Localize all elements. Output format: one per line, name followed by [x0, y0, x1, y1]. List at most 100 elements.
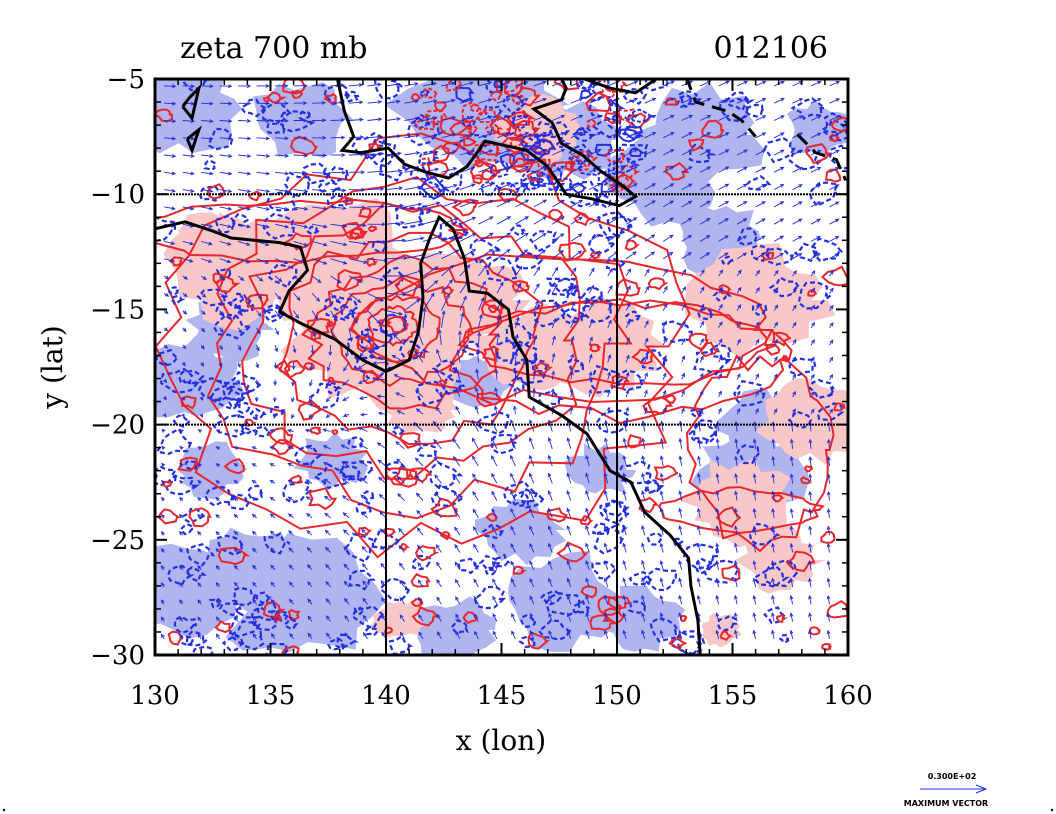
wind-vector-head	[755, 286, 760, 292]
wind-vector-head	[524, 216, 529, 220]
wind-vector	[644, 183, 656, 190]
wind-vector-head	[659, 437, 664, 443]
wind-vector	[679, 456, 683, 467]
wind-vector-head	[644, 372, 648, 377]
wind-vector-head	[510, 525, 515, 530]
wind-vector	[415, 390, 424, 398]
wind-vector-head	[291, 365, 296, 371]
wind-vector	[662, 338, 667, 346]
wind-vector	[588, 268, 595, 277]
wind-vector-head	[302, 83, 308, 88]
wind-vector	[414, 370, 424, 381]
wind-vector-head	[416, 509, 421, 515]
wind-vector	[288, 564, 294, 571]
wind-vector-head	[511, 612, 515, 618]
wind-vector	[567, 630, 572, 640]
wind-vector-head	[287, 445, 292, 450]
wind-vector-head	[733, 612, 738, 617]
wind-vector-head	[506, 166, 512, 170]
vortex-contour	[155, 132, 691, 559]
wind-vector-head	[197, 548, 202, 553]
wind-vector-head	[529, 542, 533, 548]
wind-vector-head	[560, 114, 566, 119]
wind-vector-head	[734, 438, 739, 443]
wind-vector	[312, 171, 327, 174]
wind-vector-head	[495, 350, 500, 356]
negative-contour	[592, 118, 622, 140]
wind-vector-head	[414, 457, 419, 462]
wind-vector-head	[415, 151, 421, 155]
wind-vector-head	[288, 564, 293, 569]
wind-vector	[274, 223, 289, 228]
wind-vector-head	[585, 559, 589, 565]
wind-vector	[607, 302, 612, 311]
wind-vector-head	[197, 616, 202, 621]
wind-vector-head	[810, 373, 815, 379]
positive-contour	[668, 636, 688, 651]
wind-vector-head	[488, 248, 494, 253]
wind-vector-head	[725, 149, 730, 154]
wind-vector	[422, 202, 440, 208]
wind-vector-head	[322, 188, 328, 193]
wind-vector	[661, 421, 664, 432]
wind-vector	[604, 508, 609, 519]
positive-contour	[287, 608, 301, 621]
wind-vector	[404, 270, 422, 277]
wind-vector	[510, 561, 516, 570]
wind-vector	[548, 526, 553, 536]
wind-vector	[533, 216, 547, 225]
negative-contour	[763, 137, 797, 164]
vector-legend-caption: MAXIMUM VECTOR	[904, 799, 988, 808]
wind-vector-head	[416, 298, 421, 303]
wind-vector-head	[183, 293, 188, 298]
wind-vector	[367, 327, 370, 343]
wind-vector	[293, 292, 301, 301]
negative-contour	[227, 493, 251, 511]
wind-vector	[548, 490, 553, 501]
wind-vector-head	[471, 216, 477, 221]
wind-vector-head	[603, 542, 608, 548]
y-tick-label: −10	[90, 180, 145, 210]
wind-vector	[570, 406, 573, 415]
wind-vector-head	[829, 304, 834, 310]
wind-vector	[323, 445, 331, 450]
wind-vector-head	[681, 355, 686, 360]
wind-vector-head	[700, 320, 705, 326]
negative-contour	[191, 645, 214, 655]
wind-vector	[343, 564, 350, 571]
wind-vector-head	[322, 171, 328, 175]
wind-vector-head	[682, 303, 686, 308]
wind-vector	[289, 581, 294, 588]
wind-vector-head	[160, 633, 165, 638]
cluster-contour	[585, 91, 613, 113]
wind-vector-head	[641, 542, 645, 547]
wind-vector	[396, 458, 405, 467]
negative-contour	[246, 484, 263, 501]
wind-vector	[219, 154, 232, 157]
wind-vector	[377, 395, 387, 398]
wind-vector-head	[415, 389, 420, 394]
wind-vector	[828, 457, 830, 467]
wind-vector-head	[662, 389, 667, 395]
negative-contour	[409, 166, 431, 181]
wind-vector-head	[179, 547, 184, 553]
negative-contour	[264, 642, 292, 655]
wind-vector	[681, 217, 692, 225]
positive-contour	[367, 225, 378, 233]
negative-contour	[572, 599, 590, 615]
positive-contour	[247, 190, 264, 202]
wind-vector-head	[220, 293, 225, 299]
wind-vector-head	[161, 479, 166, 485]
wind-vector-head	[234, 599, 238, 604]
wind-vector-head	[472, 455, 476, 460]
wind-vector-head	[542, 97, 547, 102]
wind-vector-head	[798, 201, 803, 205]
positive-contour	[168, 256, 183, 267]
wind-vector-head	[436, 613, 441, 619]
wind-vector	[436, 614, 442, 622]
wind-vector	[358, 362, 368, 370]
wind-vector-head	[816, 167, 822, 171]
wind-vector	[363, 632, 368, 640]
wind-vector	[753, 439, 757, 449]
negative-contour	[688, 408, 705, 418]
